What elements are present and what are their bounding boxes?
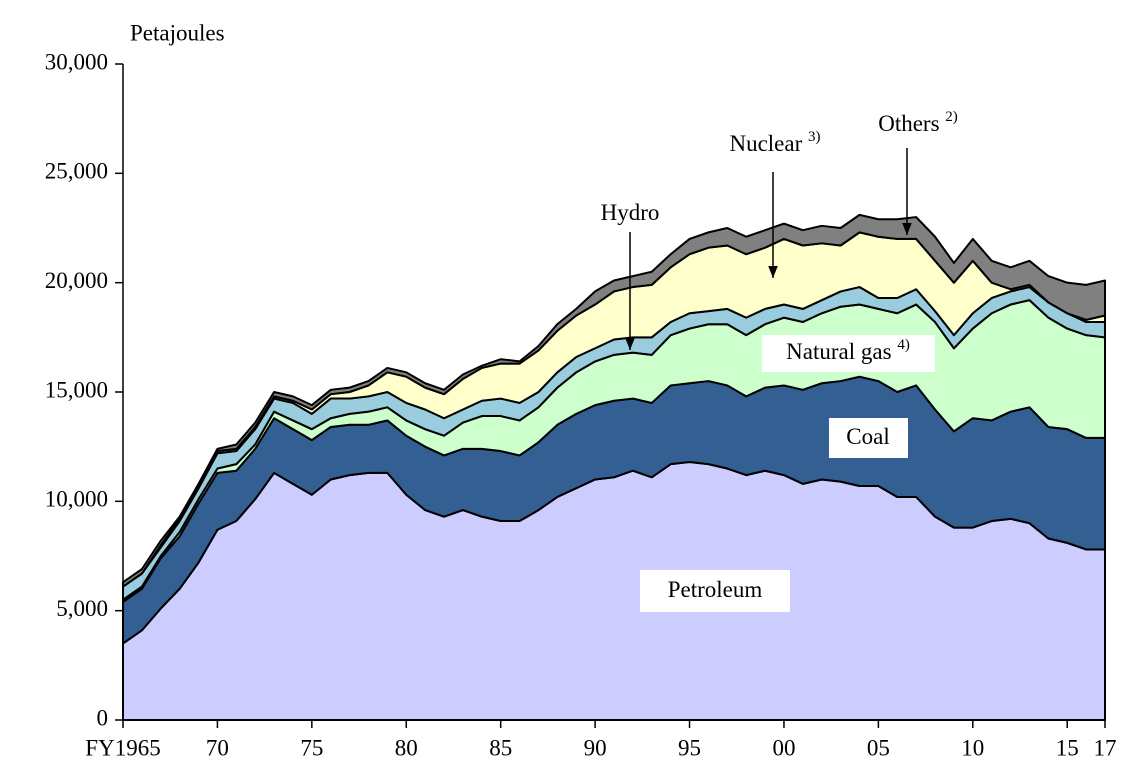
series-name: Petroleum bbox=[668, 577, 763, 602]
series-label: Others 2) bbox=[878, 109, 958, 136]
areas bbox=[122, 213, 1106, 721]
series-name: Others bbox=[878, 111, 939, 136]
y-tick-label: 0 bbox=[97, 705, 109, 730]
series-label: Coal bbox=[846, 424, 889, 449]
series-name: Nuclear bbox=[729, 131, 802, 156]
y-tick-label: 20,000 bbox=[45, 268, 108, 293]
x-tick-label: 75 bbox=[300, 735, 323, 760]
label-box bbox=[640, 570, 790, 612]
area bbox=[122, 213, 1106, 588]
y-tick-label: 30,000 bbox=[45, 49, 108, 74]
label-box bbox=[762, 335, 935, 372]
series-note: 2) bbox=[945, 109, 958, 125]
x-tick-label: FY1965 bbox=[85, 735, 160, 760]
y-tick-label: 5,000 bbox=[56, 596, 108, 621]
series-note: 3) bbox=[808, 129, 821, 145]
series-label: Petroleum bbox=[668, 577, 763, 602]
series-name: Hydro bbox=[601, 200, 660, 225]
x-tick-label: 70 bbox=[206, 735, 229, 760]
labels: Petroleum Coal Natural gas 4) Hydro Nuclear … bbox=[601, 109, 958, 612]
series-name: Coal bbox=[846, 424, 889, 449]
y-tick-label: 15,000 bbox=[45, 377, 108, 402]
series-label: Nuclear 3) bbox=[729, 129, 820, 156]
x-tick-label: 00 bbox=[772, 735, 795, 760]
x-tick-label: 10 bbox=[961, 735, 984, 760]
series-label: Hydro bbox=[601, 200, 660, 225]
y-tick-label: 10,000 bbox=[45, 487, 108, 512]
x-tick-label: 95 bbox=[678, 735, 701, 760]
x-tick-label: 17 bbox=[1094, 735, 1117, 760]
x-tick-label: 15 bbox=[1056, 735, 1079, 760]
series-name: Natural gas bbox=[786, 339, 891, 364]
x-tick-label: 90 bbox=[584, 735, 607, 760]
x-tick-label: 05 bbox=[867, 735, 890, 760]
y-tick-label: 25,000 bbox=[45, 159, 108, 184]
x-tick-label: 80 bbox=[395, 735, 418, 760]
axes: 0 5,000 10,000 15,000 20,000 25,000 30,000 FY19… bbox=[45, 49, 1117, 760]
x-tick-label: 85 bbox=[489, 735, 512, 760]
y-axis-label: Petajoules bbox=[130, 20, 225, 45]
series-label: Natural gas 4) bbox=[786, 337, 910, 364]
label-box bbox=[829, 418, 908, 458]
series-note: 4) bbox=[897, 337, 910, 353]
